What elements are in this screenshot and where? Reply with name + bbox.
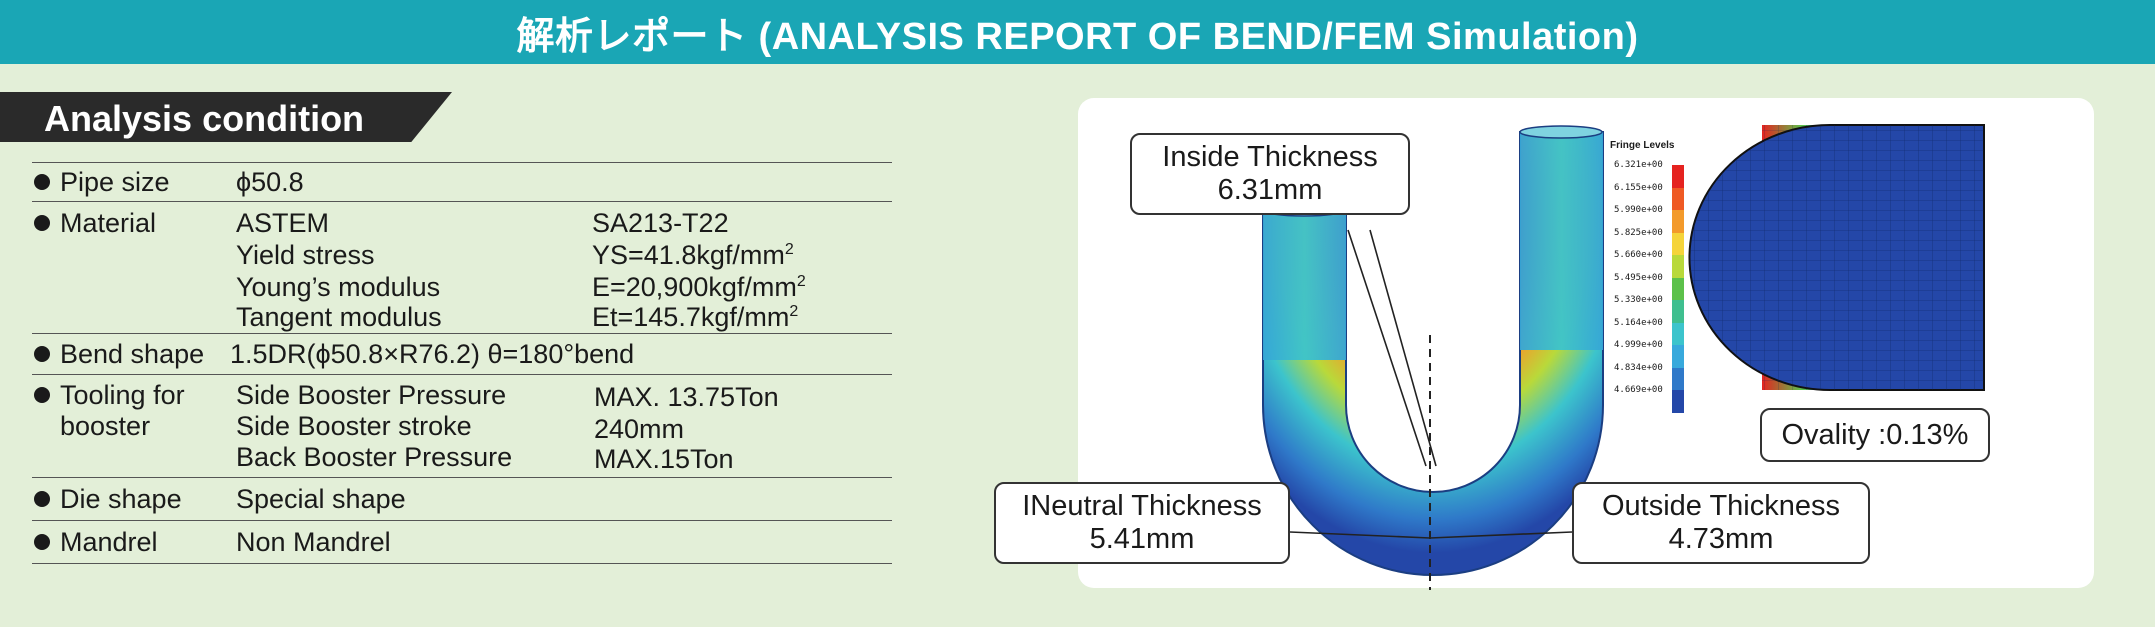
material-name: ASTEM [236, 208, 330, 238]
fringe-level-swatch [1672, 277, 1684, 300]
row-mandrel: Mandrel Non Mandrel [32, 520, 892, 564]
fringe-level-swatch [1672, 255, 1684, 278]
row-tooling: Tooling for booster Side Booster Pressur… [32, 374, 892, 477]
tangent-modulus-value: Et=145.7kgf/mm2 [592, 302, 799, 332]
bend-shape-label: Bend shape [60, 339, 205, 369]
fringe-level-swatch [1672, 322, 1684, 345]
row-bend-shape: Bend shape 1.5DR(ϕ50.8×R76.2) θ=180°bend [32, 333, 892, 374]
section-title: Analysis condition [44, 98, 365, 139]
fringe-level-swatch [1672, 210, 1684, 233]
fringe-level-swatch [1672, 187, 1684, 210]
neutral-leader-line [1289, 531, 1431, 539]
neutral-thickness-callout: INeutral Thickness 5.41mm [994, 482, 1290, 564]
fringe-level-label: 5.660e+00 [1614, 250, 1663, 260]
bullet-icon [34, 491, 50, 507]
fringe-level-swatch [1672, 232, 1684, 255]
mandrel-value: Non Mandrel [236, 527, 391, 557]
fringe-level-label: 5.495e+00 [1614, 272, 1663, 283]
tooling-label-line1: Tooling for [60, 380, 185, 410]
die-shape-value: Special shape [236, 484, 406, 514]
analysis-condition-table: Pipe size ϕ50.8 Material ASTEM SA213-T22… [32, 162, 892, 564]
bullet-icon [34, 215, 50, 231]
neutral-thickness-value: 5.41mm [1089, 523, 1195, 555]
yield-stress-label: Yield stress [236, 240, 375, 270]
fringe-level-label: 5.164e+00 [1614, 317, 1663, 328]
back-booster-pressure-label: Back Booster Pressure [236, 442, 513, 472]
side-booster-pressure-value: MAX. 13.75Ton [594, 382, 779, 412]
fringe-legend-title: Fringe Levels [1610, 140, 1675, 151]
bullet-icon [34, 387, 50, 403]
inside-leader-line-2 [1369, 229, 1437, 467]
fringe-level-label: 5.330e+00 [1614, 295, 1663, 305]
ovality-label: Ovality :0.13% [1760, 408, 1990, 462]
inside-thickness-title: Inside Thickness [1162, 141, 1378, 173]
pipe-size-value: ϕ50.8 [236, 167, 304, 197]
row-material: Material ASTEM SA213-T22 Yield stress YS… [32, 201, 892, 333]
fringe-level-swatch [1672, 300, 1684, 323]
outside-thickness-title: Outside Thickness [1601, 490, 1841, 522]
fringe-level-label: 4.999e+00 [1614, 340, 1663, 350]
cross-section-view [1688, 124, 1985, 391]
outside-leader-line [1429, 531, 1573, 539]
fringe-level-label: 5.825e+00 [1614, 227, 1663, 238]
fringe-level-swatch [1672, 345, 1684, 368]
tangent-modulus-label: Tangent modulus [236, 302, 442, 332]
outside-thickness-value: 4.73mm [1668, 523, 1774, 555]
neutral-thickness-title: INeutral Thickness [1022, 490, 1262, 522]
fringe-level-label: 6.321e+00 [1614, 160, 1663, 170]
bullet-icon [34, 174, 50, 190]
bend-shape-value: 1.5DR(ϕ50.8×R76.2) θ=180°bend [230, 339, 635, 369]
inside-thickness-callout: Inside Thickness 6.31mm [1130, 133, 1410, 215]
fringe-level-swatch [1672, 390, 1684, 413]
fringe-level-label: 5.990e+00 [1614, 205, 1663, 215]
outside-thickness-callout: Outside Thickness 4.73mm [1572, 482, 1870, 564]
material-label: Material [60, 208, 157, 238]
side-booster-pressure-label: Side Booster Pressure [236, 380, 507, 410]
youngs-modulus-label: Young’s modulus [236, 272, 441, 302]
tooling-label-line2: booster [60, 411, 151, 441]
fringe-level-label: 4.834e+00 [1614, 362, 1663, 373]
page-title: 解析レポート (ANALYSIS REPORT OF BEND/FEM Simu… [516, 15, 1639, 58]
fringe-level-swatch [1672, 165, 1684, 188]
inside-leader-line [1347, 229, 1427, 467]
inside-thickness-value: 6.31mm [1217, 174, 1323, 206]
die-shape-label: Die shape [60, 484, 182, 514]
fringe-level-swatch [1672, 367, 1684, 390]
mandrel-label: Mandrel [60, 527, 158, 557]
back-booster-pressure-value: MAX.15Ton [594, 444, 734, 474]
fringe-level-label: 6.155e+00 [1614, 182, 1663, 193]
material-value: SA213-T22 [592, 208, 729, 238]
section-tab [0, 92, 452, 142]
youngs-modulus-value: E=20,900kgf/mm2 [592, 272, 806, 302]
bullet-icon [34, 346, 50, 362]
row-pipe-size: Pipe size ϕ50.8 [32, 162, 892, 201]
header-bar: 解析レポート (ANALYSIS REPORT OF BEND/FEM Simu… [0, 0, 2155, 64]
side-booster-stroke-value: 240mm [594, 414, 685, 444]
yield-stress-value: YS=41.8kgf/mm2 [592, 240, 794, 270]
pipe-size-label: Pipe size [60, 167, 170, 197]
u-bend-pipe [1262, 125, 1604, 576]
fringe-level-label: 4.669e+00 [1614, 385, 1663, 395]
row-die-shape: Die shape Special shape [32, 477, 892, 520]
bullet-icon [34, 534, 50, 550]
side-booster-stroke-label: Side Booster stroke [236, 411, 472, 441]
